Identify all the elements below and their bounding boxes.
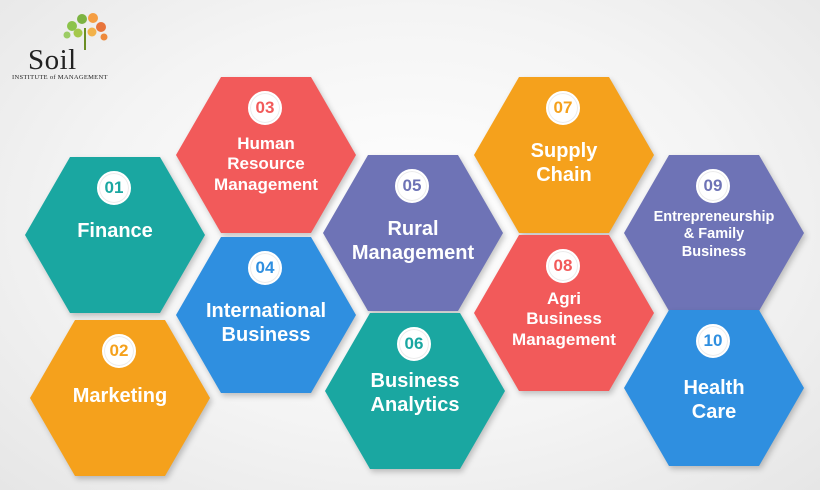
- tree-leaves-icon: [63, 13, 108, 50]
- hex-entrepreneurship-family-business: 09 Entrepreneurship & Family Business: [624, 155, 804, 311]
- hex-shape: 08 Agri Business Management: [474, 235, 654, 391]
- hex-agri-business-management: 08 Agri Business Management: [474, 235, 654, 391]
- hex-international-business: 04 International Business: [176, 237, 356, 393]
- hex-label: Health Care: [683, 377, 745, 423]
- hex-label: Agri Business Management: [512, 289, 616, 349]
- hex-shape: 01 Finance: [25, 157, 205, 313]
- hex-supply-chain: 07 Supply Chain: [474, 77, 654, 233]
- hex-shape: 02 Marketing: [30, 320, 210, 476]
- hex-human-resource-management: 03 Human Resource Management: [176, 77, 356, 233]
- hex-rural-management: 05 Rural Management: [323, 155, 503, 311]
- hex-shape: 05 Rural Management: [323, 155, 503, 311]
- hex-number: 05: [395, 169, 429, 203]
- hex-number: 08: [546, 249, 580, 283]
- hex-number: 01: [97, 171, 131, 205]
- hex-label: Finance: [77, 220, 153, 242]
- hex-number: 04: [248, 251, 282, 285]
- hex-marketing: 02 Marketing: [30, 320, 210, 476]
- hex-number: 06: [397, 327, 431, 361]
- hex-label: Human Resource Management: [214, 134, 318, 194]
- hex-shape: 09 Entrepreneurship & Family Business: [624, 155, 804, 311]
- hex-shape: 07 Supply Chain: [474, 77, 654, 233]
- hex-number: 03: [248, 91, 282, 125]
- hex-label: International Business: [205, 300, 326, 346]
- hex-label: Rural Management: [351, 218, 475, 264]
- hex-shape: 06 Business Analytics: [325, 313, 505, 469]
- hex-number: 02: [102, 334, 136, 368]
- logo-tagline: INSTITUTE of MANAGEMENT: [12, 74, 108, 81]
- hex-label: Marketing: [72, 385, 168, 407]
- hex-label: Business Analytics: [370, 370, 460, 416]
- hex-shape: 10 Health Care: [624, 310, 804, 466]
- hex-number: 09: [696, 169, 730, 203]
- logo-name: Soil: [28, 44, 77, 76]
- hex-label: Supply Chain: [530, 140, 598, 186]
- hex-number: 10: [696, 324, 730, 358]
- hex-number: 07: [546, 91, 580, 125]
- hex-business-analytics: 06 Business Analytics: [325, 313, 505, 469]
- hex-shape: 04 International Business: [176, 237, 356, 393]
- hex-label: Entrepreneurship & Family Business: [653, 209, 775, 260]
- logo: Soil INSTITUTE of MANAGEMENT: [10, 10, 120, 82]
- hex-finance: 01 Finance: [25, 157, 205, 313]
- hex-shape: 03 Human Resource Management: [176, 77, 356, 233]
- hex-health-care: 10 Health Care: [624, 310, 804, 466]
